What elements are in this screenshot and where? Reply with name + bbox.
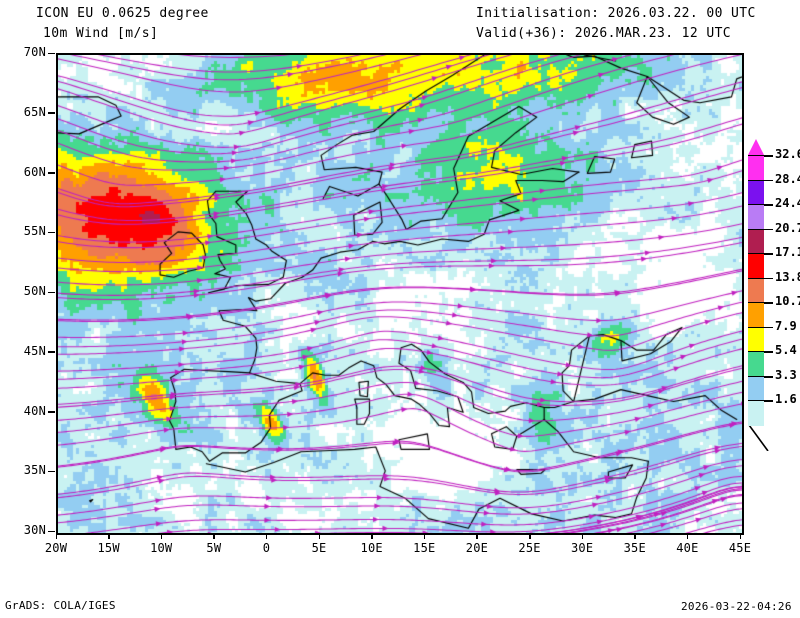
colorbar-band	[748, 375, 764, 402]
map-plot-area	[56, 53, 744, 535]
y-tick	[48, 52, 55, 54]
x-tick-label: 30E	[571, 541, 594, 555]
x-tick	[739, 533, 741, 539]
render-timestamp: 2026-03-22-04:26	[681, 600, 792, 613]
colorbar-label: 7.9	[775, 318, 797, 333]
colorbar-band	[748, 277, 764, 304]
colorbar-tick	[764, 179, 773, 182]
colorbar-tick	[764, 351, 773, 353]
x-tick	[108, 533, 110, 539]
y-tick-label: 30N	[23, 523, 46, 537]
x-tick	[529, 533, 531, 539]
x-tick-label: 45E	[728, 541, 752, 555]
y-tick	[48, 231, 55, 234]
colorbar: 32.6 28.4 24.4 20.7 17.1 13.8 10.7 7.9 5.4 3.3 1.6	[748, 139, 800, 451]
colorbar-tick	[764, 277, 773, 280]
variable-title: 10m Wind [m/s]	[43, 26, 159, 41]
x-tick-label: 5E	[311, 541, 327, 555]
x-tick-label: 5W	[206, 541, 222, 555]
y-tick	[48, 470, 55, 473]
y-tick-label: 65N	[23, 104, 46, 119]
colorbar-tick	[764, 228, 773, 231]
x-tick-label: 15W	[97, 541, 120, 555]
model-title: ICON EU 0.0625 degree	[36, 6, 209, 21]
initialisation-time: Initialisation: 2026.03.22. 00 UTC	[476, 6, 756, 21]
y-tick-label: 45N	[23, 343, 46, 358]
colorbar-label: 1.6	[775, 392, 797, 407]
colorbar-label: 17.1	[775, 245, 800, 260]
x-tick-label: 0	[262, 541, 271, 555]
colorbar-tick	[764, 302, 773, 304]
colorbar-tick	[764, 400, 773, 403]
y-tick-label: 40N	[23, 403, 46, 418]
x-tick	[581, 533, 584, 539]
x-tick	[265, 533, 268, 539]
y-tick	[48, 172, 55, 174]
colorbar-band	[748, 155, 764, 181]
colorbar-label: 32.6	[775, 147, 800, 161]
x-tick	[476, 533, 478, 539]
colorbar-label: 20.7	[775, 220, 800, 235]
x-tick	[55, 533, 57, 539]
y-tick-label: 35N	[23, 463, 46, 478]
colorbar-band	[748, 253, 764, 279]
colorbar-label: 28.4	[775, 171, 800, 186]
colorbar-band	[748, 302, 764, 328]
credit-label: GrADS: COLA/IGES	[5, 599, 116, 612]
colorbar-max-arrow	[748, 139, 764, 155]
x-tick	[160, 533, 163, 539]
x-tick	[634, 533, 636, 539]
wind-speed-field	[58, 55, 742, 533]
colorbar-label: 5.4	[775, 343, 797, 358]
colorbar-tick	[764, 204, 773, 206]
colorbar-tick	[764, 326, 773, 329]
x-tick-label: 35E	[623, 541, 646, 555]
colorbar-tick	[764, 253, 773, 255]
x-tick-label: 40E	[676, 541, 699, 555]
colorbar-tick	[764, 375, 773, 378]
y-tick	[48, 112, 55, 114]
x-tick	[686, 533, 689, 539]
x-tick-label: 10E	[360, 541, 383, 555]
x-tick-label: 20W	[44, 541, 68, 555]
colorbar-band	[748, 179, 764, 206]
colorbar-band	[748, 351, 764, 377]
colorbar-band	[748, 228, 764, 255]
x-tick	[318, 533, 321, 539]
y-tick-label: 60N	[23, 164, 46, 179]
y-tick	[48, 351, 55, 353]
x-tick-label: 15E	[413, 541, 436, 555]
colorbar-label: 3.3	[775, 367, 797, 382]
y-tick-label: 55N	[23, 224, 46, 239]
y-tick	[48, 530, 55, 532]
valid-time: Valid(+36): 2026.MAR.23. 12 UTC	[476, 26, 732, 41]
x-tick-label: 20E	[465, 541, 489, 555]
y-tick	[48, 411, 55, 413]
colorbar-band	[748, 326, 764, 353]
y-tick-label: 50N	[23, 284, 46, 298]
colorbar-tail-icon	[748, 425, 769, 451]
colorbar-label: 24.4	[775, 196, 800, 211]
y-tick	[48, 291, 55, 293]
colorbar-tick	[764, 155, 773, 157]
colorbar-band	[748, 204, 764, 230]
colorbar-label: 13.8	[775, 269, 800, 284]
x-tick	[423, 533, 426, 539]
y-tick-label: 70N	[23, 45, 46, 59]
x-tick-label: 25E	[518, 541, 541, 555]
colorbar-label: 10.7	[775, 294, 800, 309]
x-tick	[371, 533, 373, 539]
colorbar-band	[748, 400, 764, 426]
x-tick-label: 10W	[150, 541, 173, 555]
x-tick	[213, 533, 215, 539]
